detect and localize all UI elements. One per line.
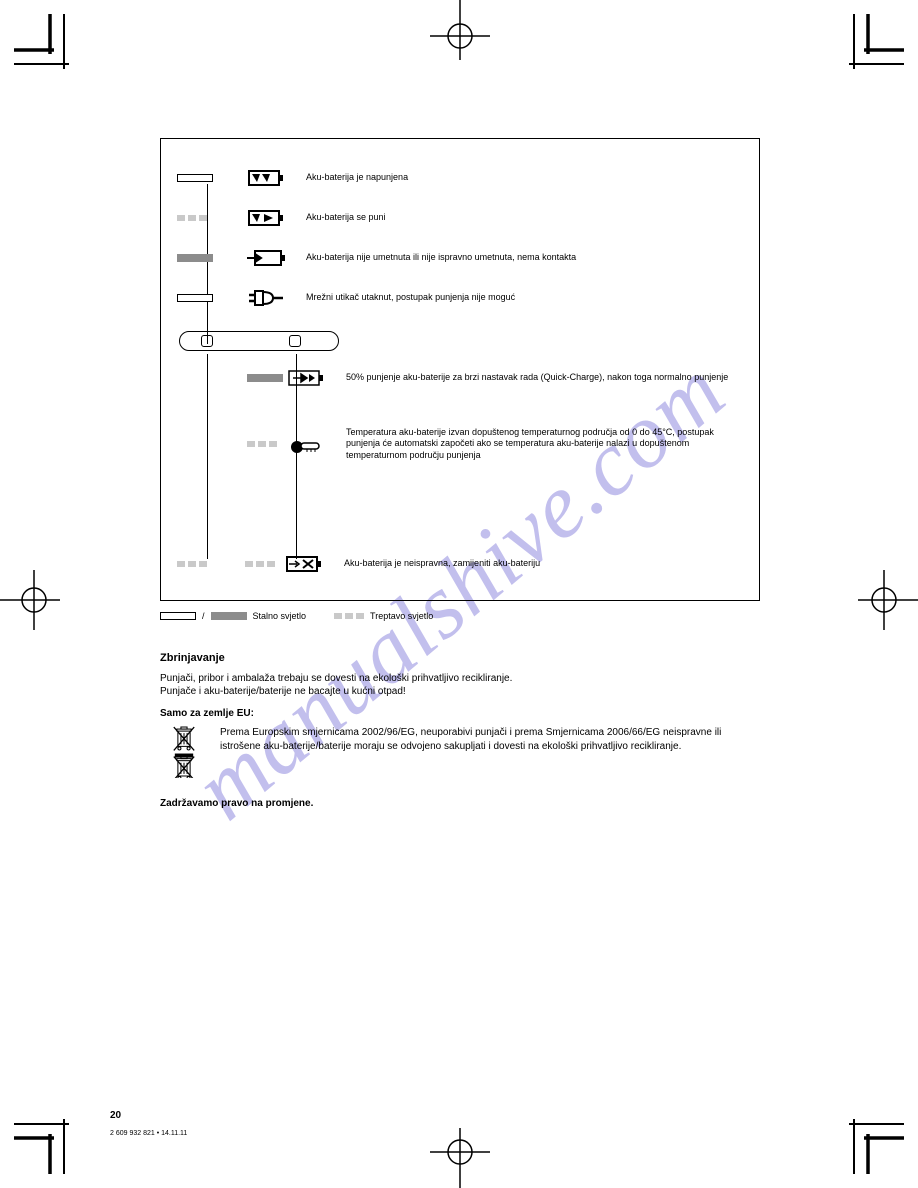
led-solid-sample [211,612,247,620]
led-green-solid [247,374,287,382]
row-text: Aku-baterija se puni [302,212,749,223]
reserve: Zadržavamo pravo na promjene. [160,797,760,811]
led-blink-sample [334,613,364,619]
crop-tl [14,14,84,84]
legend-const: Stalno svjetlo [253,611,307,621]
disposal-section: Zbrinjavanje Punjači, pribor i ambalaža … [160,651,760,810]
legend-blink: Treptavo svjetlo [370,611,433,621]
crop-bl [14,1104,84,1174]
plug-icon [247,287,302,309]
legend: / Stalno svjetlo Treptavo svjetlo [160,611,760,621]
led-table-frame: Aku-baterija je napunjena Aku-baterija s… [160,138,760,601]
row-text: Temperatura aku-baterije izvan dopušteno… [342,427,749,461]
footer: 2 609 932 821 • 14.11.11 [110,1130,187,1137]
weee-bin-icon [160,726,208,783]
crop-bc [430,1128,490,1188]
disposal-intro: Punjači, pribor i ambalaža trebaju se do… [160,672,760,699]
battery-full-icon [247,167,302,189]
battery-charging-icon [247,207,302,229]
battery-quick-icon [287,367,342,389]
content-area: Aku-baterija je napunjena Aku-baterija s… [160,138,760,810]
led-green-const [177,294,247,302]
row-text: Aku-baterija nije umetnuta ili nije ispr… [302,252,749,263]
led-const-sample [160,612,196,620]
page-number: 20 [110,1110,121,1121]
disposal-heading: Zbrinjavanje [160,651,760,666]
crop-tc [430,0,490,60]
battery-arrow-icon [247,247,302,269]
crop-tr [834,14,904,84]
row-text: Mrežni utikač utaknut, postupak punjenja… [302,292,749,303]
led-green-solid [177,254,247,262]
led-green-blink [177,561,245,567]
eu-text: Prema Europskim smjernicama 2002/96/EG, … [220,726,760,783]
row-text: Aku-baterija je neispravna, zamijeniti a… [340,558,749,569]
crop-lc [0,570,60,630]
led-green-blink [245,561,285,567]
battery-fault-icon [285,553,340,575]
led-green-blink [177,215,247,221]
crop-rc [858,570,918,630]
row-text: Aku-baterija je napunjena [302,172,749,183]
thermometer-icon [287,433,342,455]
branch-node-left [201,335,213,347]
row-text: 50% punjenje aku-baterije za brzi nastav… [342,372,749,383]
led-green-const [177,174,247,182]
led-green-blink [247,441,287,447]
eu-heading: Samo za zemlje EU: [160,707,760,721]
crop-br [834,1104,904,1174]
branch-node-right [289,335,301,347]
